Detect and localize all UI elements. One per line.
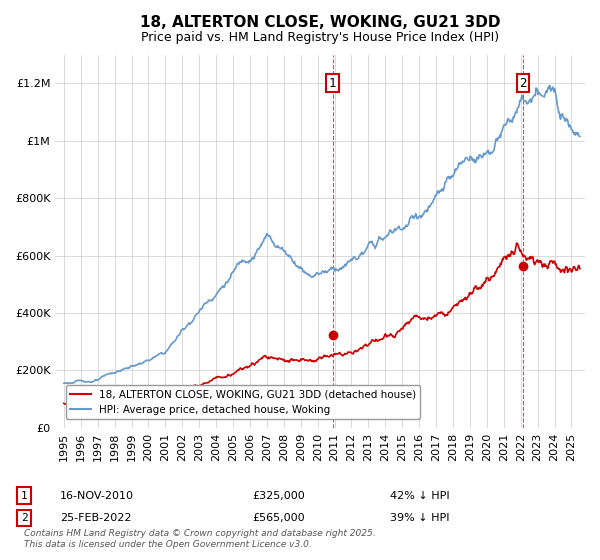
- Text: £565,000: £565,000: [252, 513, 305, 523]
- Text: £325,000: £325,000: [252, 491, 305, 501]
- Text: 2: 2: [520, 77, 527, 90]
- Text: Contains HM Land Registry data © Crown copyright and database right 2025.
This d: Contains HM Land Registry data © Crown c…: [24, 529, 376, 549]
- Title: 18, ALTERTON CLOSE, WOKING, GU21 3DD: 18, ALTERTON CLOSE, WOKING, GU21 3DD: [140, 15, 500, 30]
- Text: 2: 2: [20, 513, 28, 523]
- Text: 16-NOV-2010: 16-NOV-2010: [60, 491, 134, 501]
- Text: Price paid vs. HM Land Registry's House Price Index (HPI): Price paid vs. HM Land Registry's House …: [141, 31, 499, 44]
- Text: 1: 1: [329, 77, 336, 90]
- Text: 25-FEB-2022: 25-FEB-2022: [60, 513, 131, 523]
- Text: 39% ↓ HPI: 39% ↓ HPI: [390, 513, 449, 523]
- Legend: 18, ALTERTON CLOSE, WOKING, GU21 3DD (detached house), HPI: Average price, detac: 18, ALTERTON CLOSE, WOKING, GU21 3DD (de…: [66, 385, 421, 419]
- Text: 1: 1: [20, 491, 28, 501]
- Text: 42% ↓ HPI: 42% ↓ HPI: [390, 491, 449, 501]
